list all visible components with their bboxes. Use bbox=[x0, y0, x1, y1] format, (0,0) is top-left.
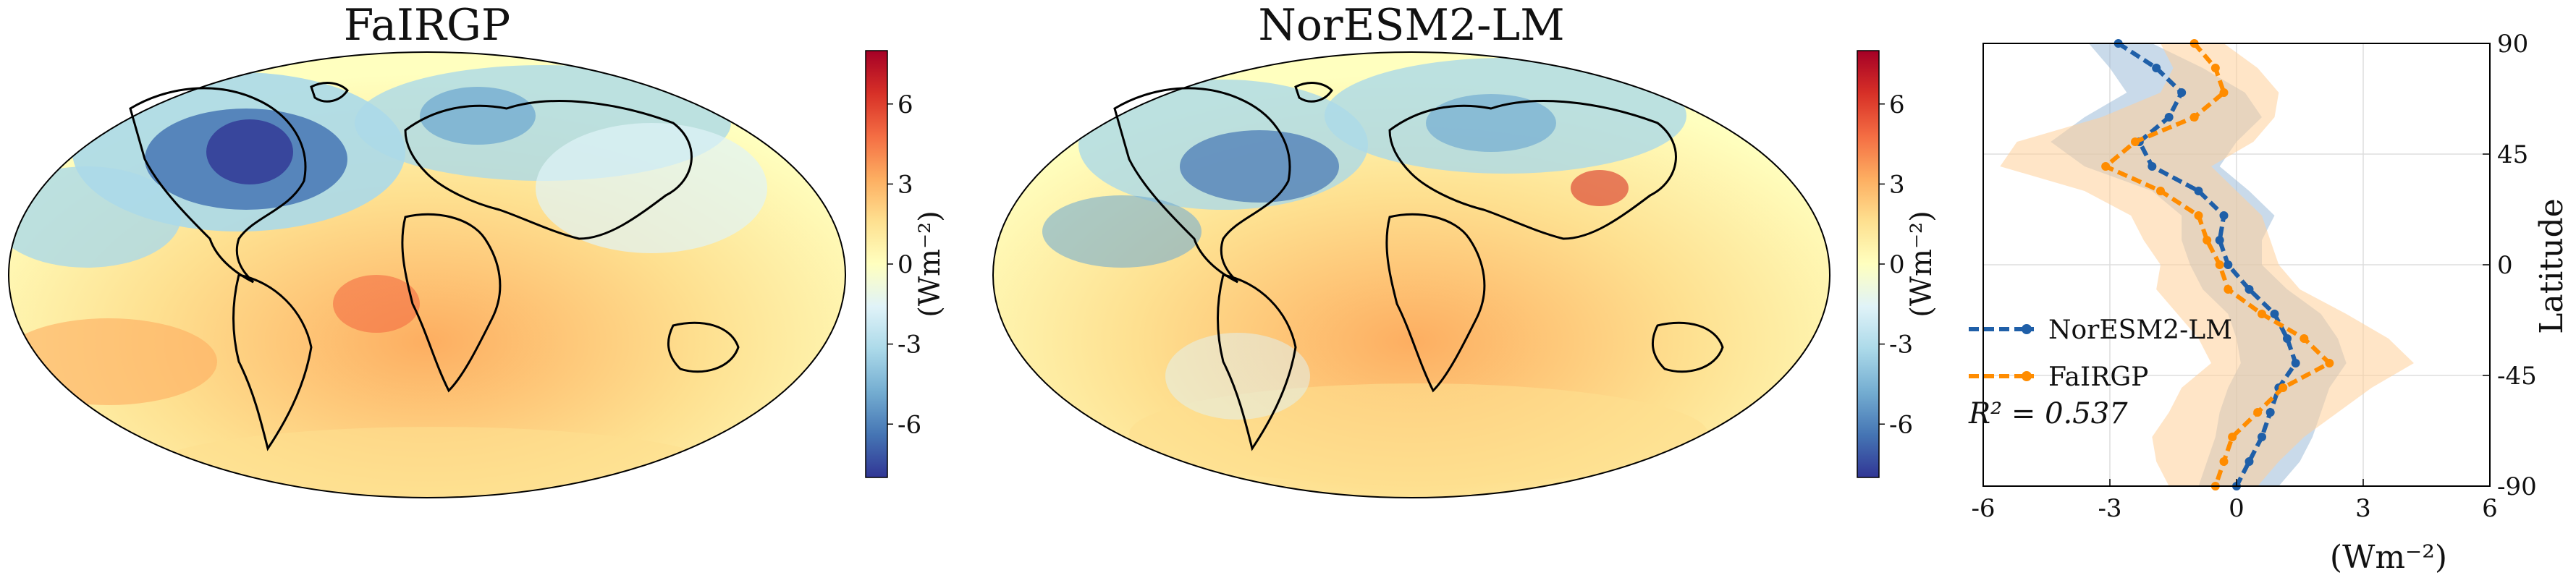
map-field-noresm bbox=[993, 52, 1830, 498]
data-point bbox=[2325, 359, 2334, 367]
map-title-noresm: NorESM2-LM bbox=[1258, 0, 1565, 51]
colorbar-tick-label: -3 bbox=[898, 331, 921, 360]
x-tick-label: 6 bbox=[2482, 494, 2498, 523]
colorbar-tick-label: -6 bbox=[898, 410, 921, 439]
data-point bbox=[2270, 310, 2279, 318]
data-point bbox=[2101, 162, 2111, 171]
y-tick-label: -45 bbox=[2497, 362, 2537, 391]
data-point bbox=[2283, 334, 2292, 343]
x-tick-label: -3 bbox=[2098, 494, 2121, 523]
colorbar-tick-label: 0 bbox=[1889, 250, 1905, 279]
colorbar-noresm: -6 -3 0 3 6 (Wm⁻²) bbox=[1857, 50, 1938, 478]
colorbar-tick-label: -6 bbox=[1889, 410, 1913, 439]
legend-label: FaIRGP bbox=[2048, 362, 2148, 392]
profile-panel: -6 -3 0 3 6 90 45 0 -45 -90 NorESM2-LM FaIRGP (Wm⁻… bbox=[1954, 0, 2576, 576]
colorbar-tick-label: 6 bbox=[898, 90, 913, 119]
x-tick-label: -6 bbox=[1971, 494, 1995, 523]
data-point bbox=[2279, 383, 2288, 392]
data-point bbox=[2219, 211, 2229, 220]
data-point bbox=[2215, 260, 2224, 269]
colorbar-label-fairgp: (Wm⁻²) bbox=[913, 211, 947, 317]
data-point bbox=[2148, 162, 2157, 171]
x-tick-label: 3 bbox=[2355, 494, 2371, 523]
legend-marker bbox=[2022, 371, 2032, 381]
map-field-fairgp bbox=[9, 52, 845, 498]
profile-legend: NorESM2-LM FaIRGP bbox=[1969, 315, 2232, 392]
colorbar-tick-label: 6 bbox=[1889, 90, 1905, 119]
map-panel-noresm: NorESM2-LM bbox=[984, 0, 1938, 575]
data-point bbox=[2258, 310, 2266, 318]
data-point bbox=[2203, 236, 2212, 245]
data-point bbox=[2194, 187, 2203, 195]
map-outline-noresm bbox=[992, 51, 1830, 498]
map-svg-noresm bbox=[992, 51, 1830, 498]
data-point bbox=[2215, 236, 2224, 245]
data-point bbox=[2164, 113, 2174, 122]
legend-marker bbox=[2022, 324, 2032, 334]
colorbar-fairgp: -6 -3 0 3 6 (Wm⁻²) bbox=[865, 50, 947, 478]
data-point bbox=[2245, 457, 2254, 466]
coastlines-fairgp bbox=[129, 82, 740, 451]
y-tick-label: -90 bbox=[2497, 472, 2537, 501]
data-point bbox=[2210, 64, 2220, 72]
y-tick-label: 0 bbox=[2497, 251, 2513, 280]
colorbar-label-noresm: (Wm⁻²) bbox=[1905, 211, 1938, 317]
x-tick-label: 0 bbox=[2229, 494, 2245, 523]
data-point bbox=[2131, 137, 2140, 146]
data-point bbox=[2152, 64, 2161, 72]
coastlines-noresm bbox=[1113, 82, 1724, 451]
data-point bbox=[2265, 408, 2275, 417]
profile-chart: -6 -3 0 3 6 90 45 0 -45 -90 NorESM2-LM FaIRGP (Wm⁻… bbox=[1968, 30, 2570, 576]
colorbar-tick-label: 3 bbox=[898, 170, 913, 199]
colorbar-tick-label: 3 bbox=[1889, 170, 1905, 199]
data-point bbox=[2177, 88, 2187, 97]
map-svg-fairgp bbox=[8, 51, 846, 498]
map-panel-fairgp: FaIRGP bbox=[0, 0, 947, 575]
data-point bbox=[2253, 408, 2263, 417]
data-point bbox=[2219, 88, 2229, 97]
y-tick-label: 45 bbox=[2497, 140, 2528, 169]
data-point bbox=[2258, 433, 2266, 441]
profile-xlabel: (Wm⁻²) bbox=[2330, 539, 2447, 575]
data-point bbox=[2224, 260, 2233, 269]
data-point bbox=[2245, 285, 2254, 294]
data-point bbox=[2156, 187, 2165, 195]
data-point bbox=[2189, 113, 2199, 122]
data-point bbox=[2300, 334, 2309, 343]
data-point bbox=[2224, 285, 2233, 294]
data-point bbox=[2219, 457, 2229, 466]
profile-lines bbox=[2101, 39, 2334, 490]
r2-annotation: R² = 0.537 bbox=[1968, 397, 2128, 430]
map-outline-fairgp bbox=[8, 51, 846, 498]
map-title-fairgp: FaIRGP bbox=[343, 0, 511, 51]
data-point bbox=[2228, 433, 2237, 441]
colorbar-tick-label: -3 bbox=[1889, 331, 1913, 360]
data-point bbox=[2291, 359, 2300, 367]
data-point bbox=[2194, 211, 2203, 220]
legend-label: NorESM2-LM bbox=[2048, 315, 2232, 345]
y-tick-label: 90 bbox=[2497, 30, 2528, 59]
profile-axes: -6 -3 0 3 6 90 45 0 -45 -90 bbox=[1971, 30, 2536, 523]
colorbar-tick-label: 0 bbox=[898, 250, 913, 279]
profile-ylabel: Latitude bbox=[2533, 198, 2570, 333]
